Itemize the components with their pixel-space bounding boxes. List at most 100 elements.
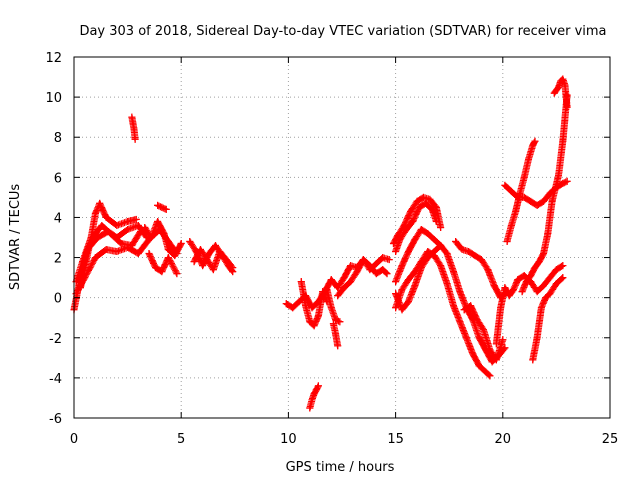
data-point [190,258,198,266]
series-prn-f [141,217,185,260]
data-point [499,336,507,344]
y-tick-label: 2 [54,252,62,267]
data-point [173,270,181,278]
data-point [419,193,427,201]
data-point [327,304,335,312]
series-prn-m [323,286,344,326]
x-tick-label: 5 [177,432,185,447]
data-point [537,304,545,312]
data-point [424,229,432,237]
data-point [486,346,494,354]
data-point [552,266,560,274]
series-prn-j [190,246,237,274]
data-point [516,189,524,197]
data-point [102,246,110,254]
data-point [212,242,220,250]
data-point [552,280,560,288]
data-point [486,372,494,380]
plot-frame [73,56,611,419]
data-point [449,268,457,276]
series-prn-r [392,199,440,256]
data-point [209,266,217,274]
data-point [437,223,445,231]
data-point [540,282,548,290]
data-point [347,278,355,286]
data-point [158,268,166,276]
data-point [310,390,318,398]
data-point [514,276,522,284]
x-tick-label: 0 [70,432,78,447]
data-point [490,282,498,290]
data-point [469,350,477,358]
data-point [396,236,404,244]
data-point [512,207,520,215]
x-axis-label: GPS time / hours [286,460,395,475]
data-point [94,234,102,241]
data-point [424,248,432,256]
x-tick-label: 20 [495,432,512,447]
data-point [128,242,136,250]
data-point [473,316,481,324]
data-point [340,284,348,292]
data-point [160,229,168,237]
data-point [404,276,412,284]
data-point [398,286,406,294]
data-point [323,286,331,294]
data-point [456,288,464,296]
data-point [559,274,567,282]
data-point [540,250,548,258]
data-point [76,284,84,292]
data-point [492,356,500,364]
y-tick-label: 4 [54,211,62,226]
data-point [379,266,387,274]
data-point [136,227,144,235]
data-point [297,278,305,286]
data-point [527,272,535,280]
series-prn-ab [529,274,567,364]
data-point [199,262,207,270]
data-point [129,119,137,127]
data-point [548,197,556,205]
data-point [477,256,485,264]
data-point [522,278,530,286]
data-point [392,248,400,256]
data-point [525,155,533,163]
data-point [413,197,421,205]
data-point [460,306,468,314]
series-prn-e [128,113,139,143]
data-point [503,238,511,246]
data-point [312,386,320,394]
data-point [520,272,528,280]
data-point [147,234,155,241]
data-point [563,177,571,185]
data-point [104,227,112,235]
data-point [162,205,170,213]
data-point [467,302,475,310]
chart-title: Day 303 of 2018, Sidereal Day-to-day VTE… [79,24,606,39]
data-point [404,248,412,256]
data-point [482,368,490,376]
y-tick-label: -4 [49,372,62,387]
data-point [124,225,132,233]
data-point [91,209,99,217]
data-point [308,304,316,312]
data-point [407,207,415,215]
data-point [398,306,406,314]
data-point [216,248,224,256]
data-point [510,286,518,294]
data-point [196,246,204,254]
data-point [334,292,342,300]
x-tick-label: 15 [387,432,404,447]
data-point [332,316,340,324]
y-tick-label: 10 [45,91,62,106]
data-point [113,248,121,256]
series-markers [76,228,144,292]
data-point [229,264,237,272]
data-point [130,125,138,133]
data-point [295,298,303,306]
data-point [164,254,172,262]
data-point [559,137,567,145]
data-point [158,203,166,211]
data-point [531,264,539,272]
data-point [336,318,344,326]
